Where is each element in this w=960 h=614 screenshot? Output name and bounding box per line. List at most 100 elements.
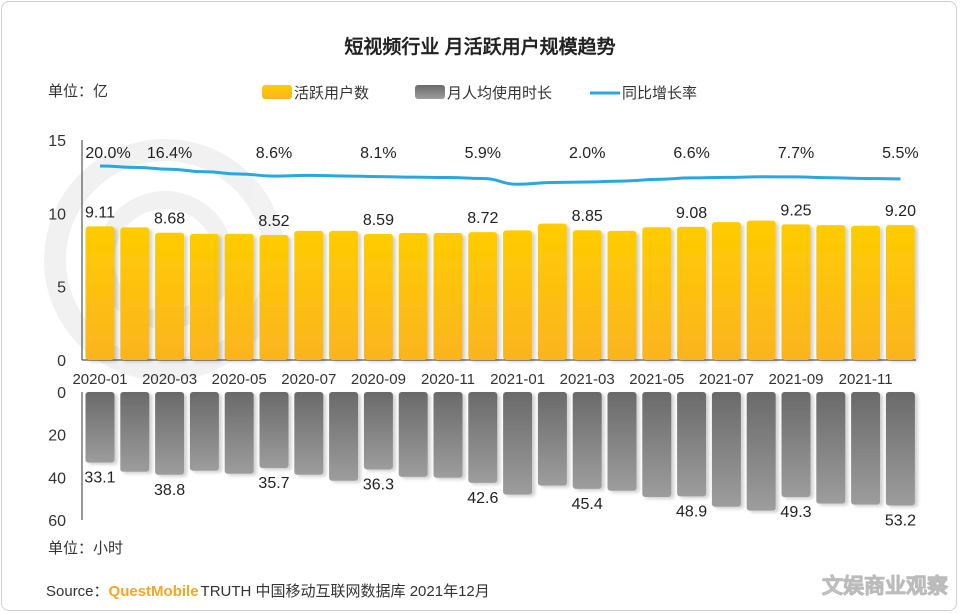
bar-users-2020-08 (329, 230, 359, 360)
bar-duration-2020-08 (329, 392, 359, 481)
bar-duration-2020-04 (189, 392, 219, 471)
x-tick-label: 2021-11 (839, 371, 893, 388)
data-label-users: 8.72 (467, 210, 498, 227)
data-label-users: 9.08 (676, 205, 707, 222)
top-y-tick-label: 10 (48, 206, 66, 223)
x-tick-label: 2020-11 (421, 371, 475, 388)
bar-users-2020-05 (224, 233, 254, 360)
data-label-users: 9.20 (885, 203, 916, 220)
data-label-duration: 53.2 (885, 512, 916, 529)
legend-swatch-users (262, 85, 292, 99)
data-label-duration: 45.4 (572, 496, 603, 513)
bar-users-2021-05 (642, 227, 672, 360)
bar-users-2020-11 (433, 232, 463, 360)
bar-users-2020-07 (294, 230, 324, 360)
top-y-tick-label: 15 (48, 133, 66, 150)
bar-users-2020-01 (85, 226, 115, 360)
data-label-users: 9.11 (85, 204, 115, 221)
bar-duration-2020-07 (294, 392, 324, 475)
data-label-growth: 2.0% (569, 145, 605, 162)
legend-label-growth: 同比增长率 (622, 85, 697, 102)
x-tick-label: 2020-03 (142, 371, 197, 388)
bar-users-2021-04 (607, 230, 637, 360)
chart-title: 短视频行业 月活跃用户规模趋势 (344, 35, 615, 58)
data-label-growth: 7.7% (778, 145, 814, 162)
data-label-duration: 36.3 (363, 476, 394, 493)
bar-users-2020-12 (468, 232, 498, 360)
top-y-tick-label: 0 (57, 353, 66, 370)
bar-users-2021-10 (816, 225, 846, 360)
data-label-growth: 8.6% (256, 145, 292, 162)
top-unit-label: 单位：亿 (48, 83, 108, 100)
bottom-y-tick-label: 60 (48, 513, 66, 530)
data-label-growth: 16.4% (147, 145, 192, 162)
data-label-growth: 5.5% (882, 145, 918, 162)
bottom-unit-label: 单位：小时 (48, 540, 123, 557)
data-label-growth: 8.1% (360, 145, 396, 162)
data-label-duration: 49.3 (780, 504, 811, 521)
bar-duration-2021-10 (816, 392, 846, 504)
bottom-y-tick-label: 20 (48, 428, 66, 445)
bar-users-2021-09 (781, 224, 811, 360)
data-label-duration: 35.7 (258, 475, 289, 492)
data-label-users: 8.59 (363, 212, 394, 229)
bar-duration-2020-02 (120, 392, 150, 472)
legend-swatch-duration (415, 85, 445, 99)
bar-users-2021-06 (677, 226, 707, 360)
bar-duration-2021-06 (677, 392, 707, 497)
bar-users-2021-02 (537, 223, 567, 360)
x-tick-label: 2021-09 (768, 371, 823, 388)
bar-duration-2021-01 (503, 392, 533, 495)
data-label-duration: 42.6 (467, 490, 498, 507)
bar-users-2021-07 (711, 222, 741, 360)
x-tick-label: 2021-05 (629, 371, 684, 388)
growth-line (99, 164, 901, 186)
bar-duration-2021-05 (642, 392, 672, 497)
bar-users-2021-11 (851, 225, 881, 360)
legend-label-duration: 月人均使用时长 (447, 85, 552, 102)
bar-duration-2020-09 (363, 392, 393, 470)
bar-duration-2020-11 (433, 392, 463, 478)
bar-users-2020-09 (363, 234, 393, 360)
data-label-users: 8.68 (154, 211, 185, 228)
bar-users-2020-06 (259, 235, 289, 360)
data-label-duration: 48.9 (676, 503, 707, 520)
bar-users-2021-01 (503, 230, 533, 360)
data-label-duration: 33.1 (84, 470, 115, 487)
data-label-users: 8.85 (572, 208, 603, 225)
source-note: Source：QuestMobile TRUTH 中国移动互联网数据库 2021年… (46, 583, 490, 600)
bar-users-2020-04 (189, 233, 219, 360)
bar-duration-2021-12 (885, 392, 915, 506)
top-y-tick-label: 5 (57, 280, 66, 297)
bar-duration-2020-03 (155, 392, 185, 475)
bar-duration-2020-10 (398, 392, 428, 477)
x-tick-label: 2020-01 (72, 371, 127, 388)
bar-users-2020-02 (120, 227, 150, 360)
bar-duration-2021-02 (537, 392, 567, 486)
bar-duration-2021-03 (572, 392, 602, 489)
data-label-duration: 38.8 (154, 482, 185, 499)
x-tick-label: 2021-03 (560, 371, 615, 388)
bar-duration-2020-12 (468, 392, 498, 483)
watermark: 文娱商业观察 (822, 574, 949, 598)
bar-users-2020-03 (155, 232, 185, 360)
data-label-growth: 6.6% (673, 145, 709, 162)
data-label-users: 8.52 (258, 213, 289, 230)
legend: 活跃用户数 月人均使用时长 同比增长率 (262, 85, 697, 102)
x-tick-label: 2020-05 (212, 371, 267, 388)
data-label-growth: 5.9% (465, 145, 501, 162)
bar-users-2021-03 (572, 230, 602, 360)
bar-users-2021-08 (746, 220, 776, 360)
x-tick-label: 2021-07 (699, 371, 754, 388)
bar-duration-2021-08 (746, 392, 776, 511)
bar-duration-2021-04 (607, 392, 637, 491)
data-label-users: 9.25 (780, 202, 811, 219)
bar-duration-2021-07 (711, 392, 741, 507)
bottom-y-tick-label: 0 (57, 385, 66, 402)
bar-duration-2020-01 (85, 392, 115, 463)
bottom-y-tick-label: 40 (48, 470, 66, 487)
x-tick-label: 2021-01 (490, 371, 545, 388)
legend-label-users: 活跃用户数 (294, 85, 369, 102)
